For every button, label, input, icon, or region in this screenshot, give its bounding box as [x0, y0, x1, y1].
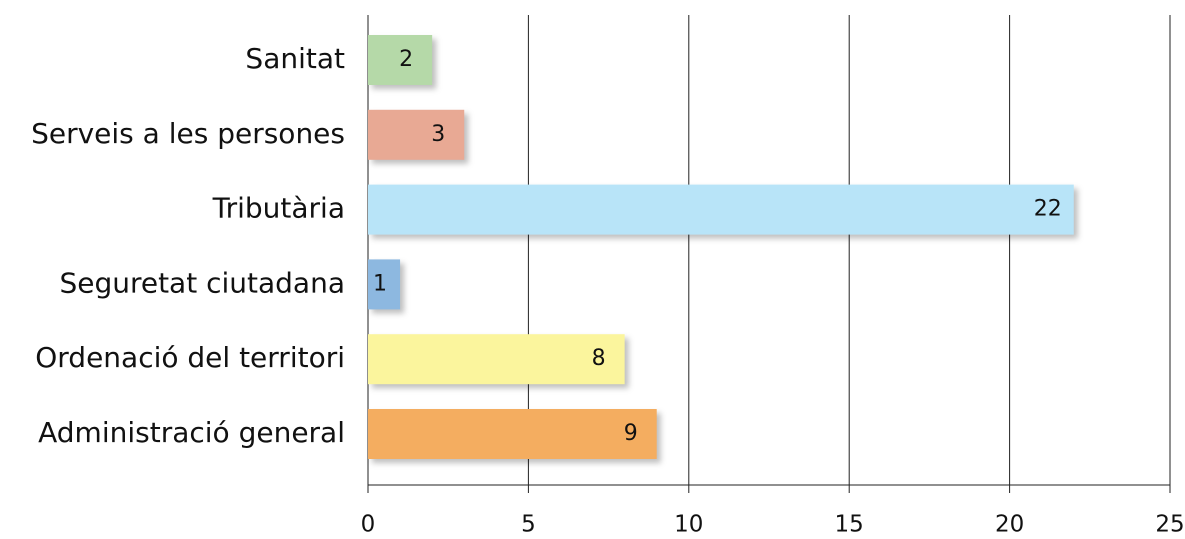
value-label: 3 [431, 122, 445, 147]
x-tick-label: 10 [674, 512, 703, 538]
y-tick-label: Ordenació del territori [35, 341, 345, 374]
y-tick-label: Seguretat ciutadana [59, 266, 345, 299]
value-label: 9 [624, 421, 638, 446]
bar [368, 184, 1074, 235]
y-tick-label: Serveis a les persones [31, 117, 345, 150]
y-tick-label: Administració general [38, 416, 345, 449]
y-tick-label: Sanitat [245, 42, 345, 75]
value-label: 8 [592, 346, 606, 371]
x-tick-label: 25 [1155, 512, 1184, 538]
bar [368, 409, 657, 459]
bar [368, 109, 465, 160]
x-tick-label: 20 [995, 512, 1024, 538]
value-label: 2 [399, 47, 413, 72]
bar [368, 334, 625, 385]
bar [368, 259, 401, 310]
x-tick-label: 5 [521, 512, 536, 538]
x-tick-label: 15 [835, 512, 864, 538]
y-tick-label: Tributària [212, 192, 345, 225]
value-label: 1 [373, 271, 387, 296]
x-tick-label: 0 [361, 512, 376, 538]
bar [368, 35, 433, 85]
value-label: 22 [1034, 197, 1062, 222]
